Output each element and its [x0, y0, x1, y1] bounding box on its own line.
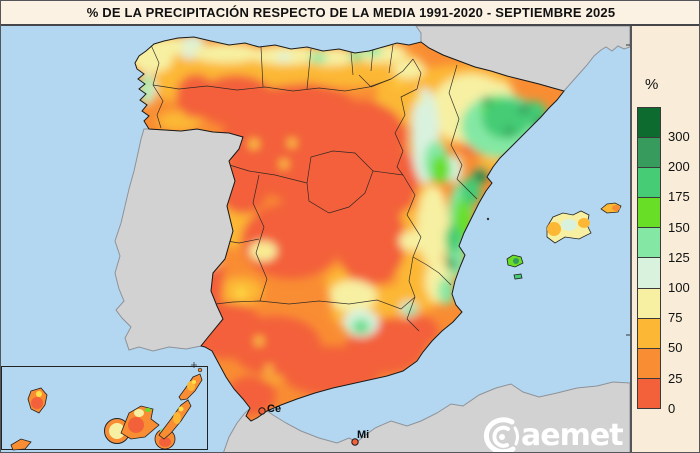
map-panel: Ce Mi aemet	[1, 25, 631, 453]
legend-tick-75: 75	[668, 310, 683, 325]
columbretes-islet-dot	[486, 217, 490, 221]
legend-tick-200: 200	[668, 159, 690, 174]
aemet-logo-text: aemet	[521, 418, 623, 453]
legend-swatch-50-75	[638, 318, 660, 349]
legend-tick-125: 125	[668, 250, 690, 265]
aemet-logo: aemet	[483, 417, 624, 453]
legend-tick-175: 175	[668, 189, 690, 204]
melilla-label: Mi	[357, 429, 369, 441]
page-title: % DE LA PRECIPITACIÓN RESPECTO DE LA MED…	[86, 5, 616, 20]
legend-tick-50: 50	[668, 340, 683, 355]
legend-tick-150: 150	[668, 220, 690, 235]
legend-swatch-150-175	[638, 198, 660, 229]
map-frame-ticks	[626, 44, 630, 336]
legend-swatch-125-150	[638, 228, 660, 259]
legend-swatch-200-300	[638, 138, 660, 169]
legend-panel: % 300 200 175 150 125 100 75 50 25 0	[630, 26, 699, 452]
legend-unit-label: %	[645, 76, 659, 93]
melilla-dot	[351, 438, 359, 446]
legend-swatch-above-300	[638, 108, 660, 139]
spain-coastline	[134, 36, 565, 422]
legend-swatch-175-200	[638, 168, 660, 199]
legend-tick-100: 100	[668, 280, 690, 295]
legend-color-scale	[637, 107, 661, 409]
neutral-land-group	[114, 25, 631, 452]
legend-swatch-25-50	[638, 348, 660, 379]
legend-tick-300: 300	[668, 129, 690, 144]
iberia-precipitation-map: Ce Mi aemet	[1, 25, 631, 453]
region-boundaries	[150, 44, 478, 332]
el-hierro-island	[10, 438, 32, 451]
balearic-islands	[506, 202, 622, 280]
la-gomera-island	[107, 421, 127, 441]
city-markers: Ce Mi	[258, 403, 369, 446]
aemet-swirl-icon	[483, 417, 519, 452]
formentera-island	[513, 273, 523, 280]
ceuta-dot	[258, 407, 266, 415]
legend-swatch-0-25	[638, 378, 660, 408]
title-bar: % DE LA PRECIPITACIÓN RESPECTO DE LA MED…	[1, 1, 699, 26]
legend-swatch-100-125	[638, 258, 660, 289]
ceuta-label: Ce	[267, 403, 281, 415]
canary-islands-inset	[1, 362, 208, 451]
legend-tick-0: 0	[668, 401, 676, 416]
legend-swatch-75-100	[638, 288, 660, 319]
graticule-cross	[191, 362, 197, 368]
legend-tick-25: 25	[668, 371, 683, 386]
la-graciosa-island	[197, 367, 203, 373]
